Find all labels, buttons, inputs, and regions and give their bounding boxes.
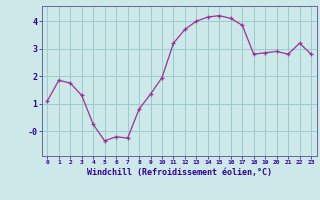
X-axis label: Windchill (Refroidissement éolien,°C): Windchill (Refroidissement éolien,°C): [87, 168, 272, 177]
